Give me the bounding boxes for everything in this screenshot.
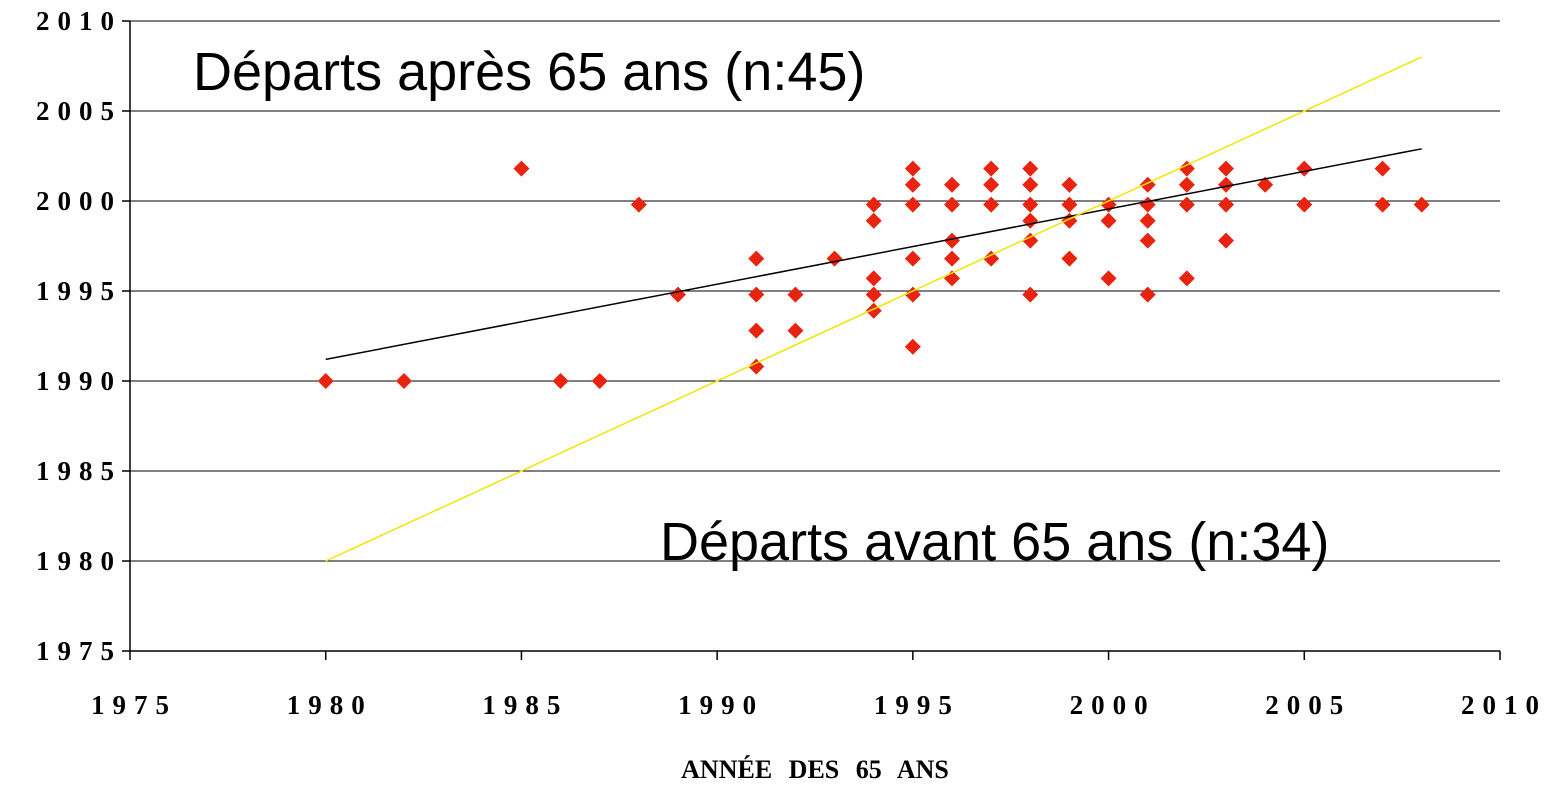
x-tick-label: 2010: [1461, 690, 1547, 720]
point: [1374, 160, 1391, 177]
x-axis-label: ANNÉE DES 65 ANS: [681, 755, 949, 784]
point: [904, 196, 921, 213]
trend-line: [325, 56, 1423, 562]
y-tick-label: 1990: [36, 366, 122, 396]
annotation: Départs avant 65 ans (n:34): [660, 512, 1329, 572]
point: [1022, 232, 1039, 249]
point: [787, 286, 804, 303]
y-tick-label: 2010: [36, 6, 122, 36]
point: [1139, 286, 1156, 303]
point: [748, 358, 765, 375]
point: [1139, 196, 1156, 213]
point: [904, 160, 921, 177]
x-tick-label: 1975: [91, 690, 177, 720]
point: [904, 338, 921, 355]
point: [1100, 270, 1117, 287]
point: [983, 196, 1000, 213]
point: [826, 250, 843, 267]
point: [1022, 160, 1039, 177]
x-tick-label: 1995: [874, 690, 960, 720]
point: [748, 250, 765, 267]
point: [1178, 176, 1195, 193]
point: [904, 250, 921, 267]
y-tick-label: 1975: [36, 636, 122, 666]
y-tick-label: 1995: [36, 276, 122, 306]
point: [944, 176, 960, 193]
point: [1257, 176, 1274, 193]
point: [1022, 286, 1039, 303]
point: [1022, 176, 1039, 193]
y-tick-label: 2000: [36, 186, 122, 216]
point: [1139, 212, 1156, 229]
point: [630, 196, 647, 213]
point: [865, 270, 882, 287]
point: [1178, 270, 1195, 287]
x-tick-label: 2005: [1265, 690, 1351, 720]
point: [1178, 160, 1195, 177]
point: [944, 250, 960, 267]
point: [1296, 160, 1313, 177]
point: [1218, 160, 1234, 177]
point: [1061, 196, 1078, 213]
point: [1100, 212, 1117, 229]
x-tick-label: 2000: [1070, 690, 1156, 720]
point: [904, 176, 921, 193]
point: [513, 160, 530, 177]
point: [748, 286, 765, 303]
x-tick-label: 1980: [287, 690, 373, 720]
y-tick-label: 1985: [36, 456, 122, 486]
point: [983, 250, 1000, 267]
point: [1413, 196, 1430, 213]
annotation: Départs après 65 ans (n:45): [193, 42, 865, 102]
point: [944, 196, 960, 213]
point: [748, 322, 765, 339]
point: [944, 232, 960, 249]
point: [1139, 232, 1156, 249]
point: [983, 176, 1000, 193]
point: [1022, 196, 1039, 213]
point: [670, 286, 686, 303]
x-tick-label: 1990: [678, 690, 764, 720]
point: [317, 373, 334, 389]
point: [591, 373, 608, 389]
point: [552, 373, 569, 389]
point: [1218, 196, 1234, 213]
point: [1218, 232, 1234, 249]
point: [983, 160, 1000, 177]
y-tick-label: 1980: [36, 546, 122, 576]
point: [1218, 176, 1234, 193]
point: [1374, 196, 1391, 213]
point: [904, 286, 921, 303]
point: [865, 212, 882, 229]
point: [396, 373, 412, 389]
point: [865, 286, 882, 303]
point: [1178, 196, 1195, 213]
point: [1022, 212, 1039, 229]
point: [865, 196, 882, 213]
point: [1061, 176, 1078, 193]
point: [1061, 250, 1078, 267]
trend-line: [325, 148, 1422, 361]
x-tick-label: 1985: [482, 690, 568, 720]
point: [787, 322, 804, 339]
point: [1296, 196, 1313, 213]
y-tick-label: 2005: [36, 96, 122, 126]
